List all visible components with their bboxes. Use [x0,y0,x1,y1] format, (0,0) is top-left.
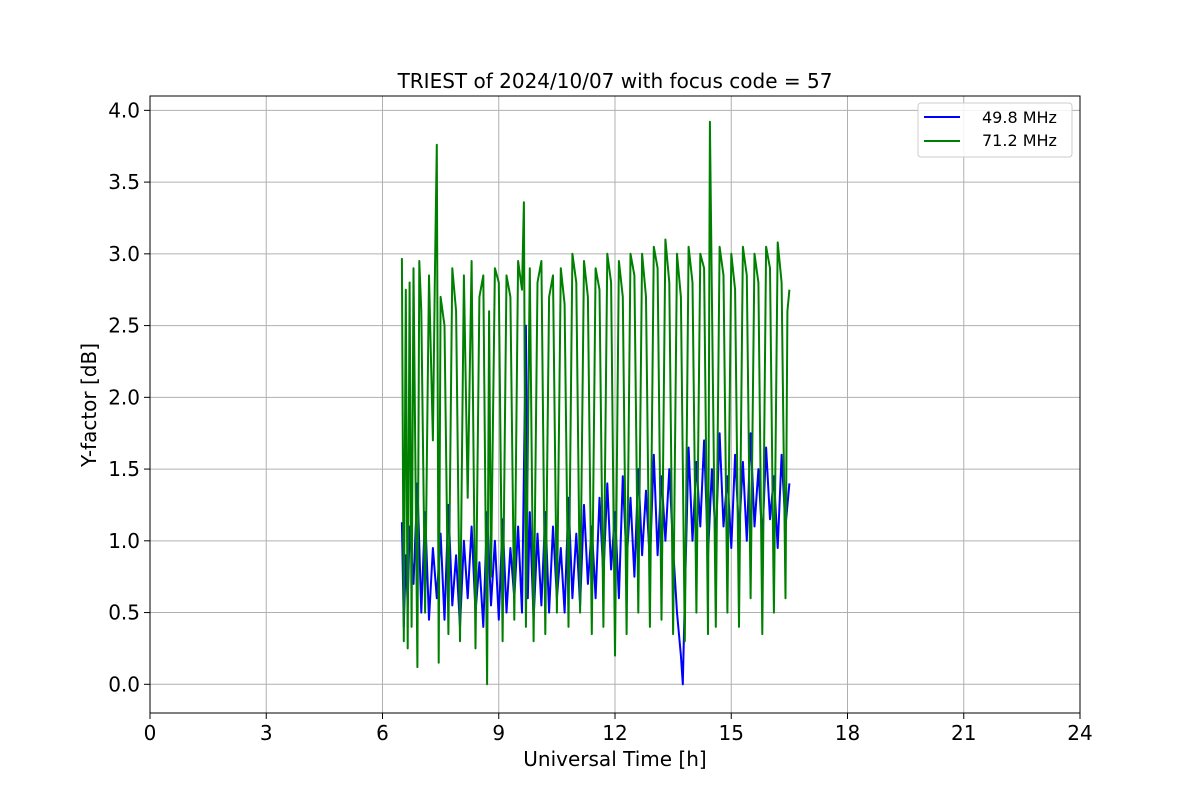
y-axis: 0.0 0.5 1.0 1.5 2.0 2.5 3.0 3.5 4.0 [108,98,150,696]
y-tick-label: 3.5 [108,170,140,194]
x-axis: 0 3 6 9 12 15 18 21 24 [144,713,1093,745]
x-tick-label: 12 [602,721,627,745]
x-tick-label: 18 [835,721,860,745]
series-group [400,120,791,686]
y-tick-label: 4.0 [108,98,140,122]
x-tick-label: 0 [144,721,157,745]
y-tick-label: 3.0 [108,242,140,266]
x-tick-label: 15 [719,721,744,745]
x-tick-label: 6 [376,721,389,745]
legend-label-49-8-mhz: 49.8 MHz [982,108,1057,127]
legend-label-71-2-mhz: 71.2 MHz [982,131,1057,150]
legend: 49.8 MHz 71.2 MHz [917,102,1073,158]
y-tick-label: 1.5 [108,457,140,481]
chart-title: TRIEST of 2024/10/07 with focus code = 5… [397,69,833,93]
series-line-71-2-mhz [400,120,791,686]
x-tick-label: 24 [1067,721,1092,745]
y-tick-label: 1.0 [108,529,140,553]
x-tick-label: 9 [492,721,505,745]
y-tick-label: 2.0 [108,385,140,409]
x-tick-label: 21 [951,721,976,745]
y-tick-label: 0.0 [108,672,140,696]
y-axis-label: Y-factor [dB] [77,343,101,468]
x-axis-label: Universal Time [h] [523,747,706,771]
x-tick-label: 3 [260,721,273,745]
y-tick-label: 0.5 [108,601,140,625]
y-tick-label: 2.5 [108,314,140,338]
